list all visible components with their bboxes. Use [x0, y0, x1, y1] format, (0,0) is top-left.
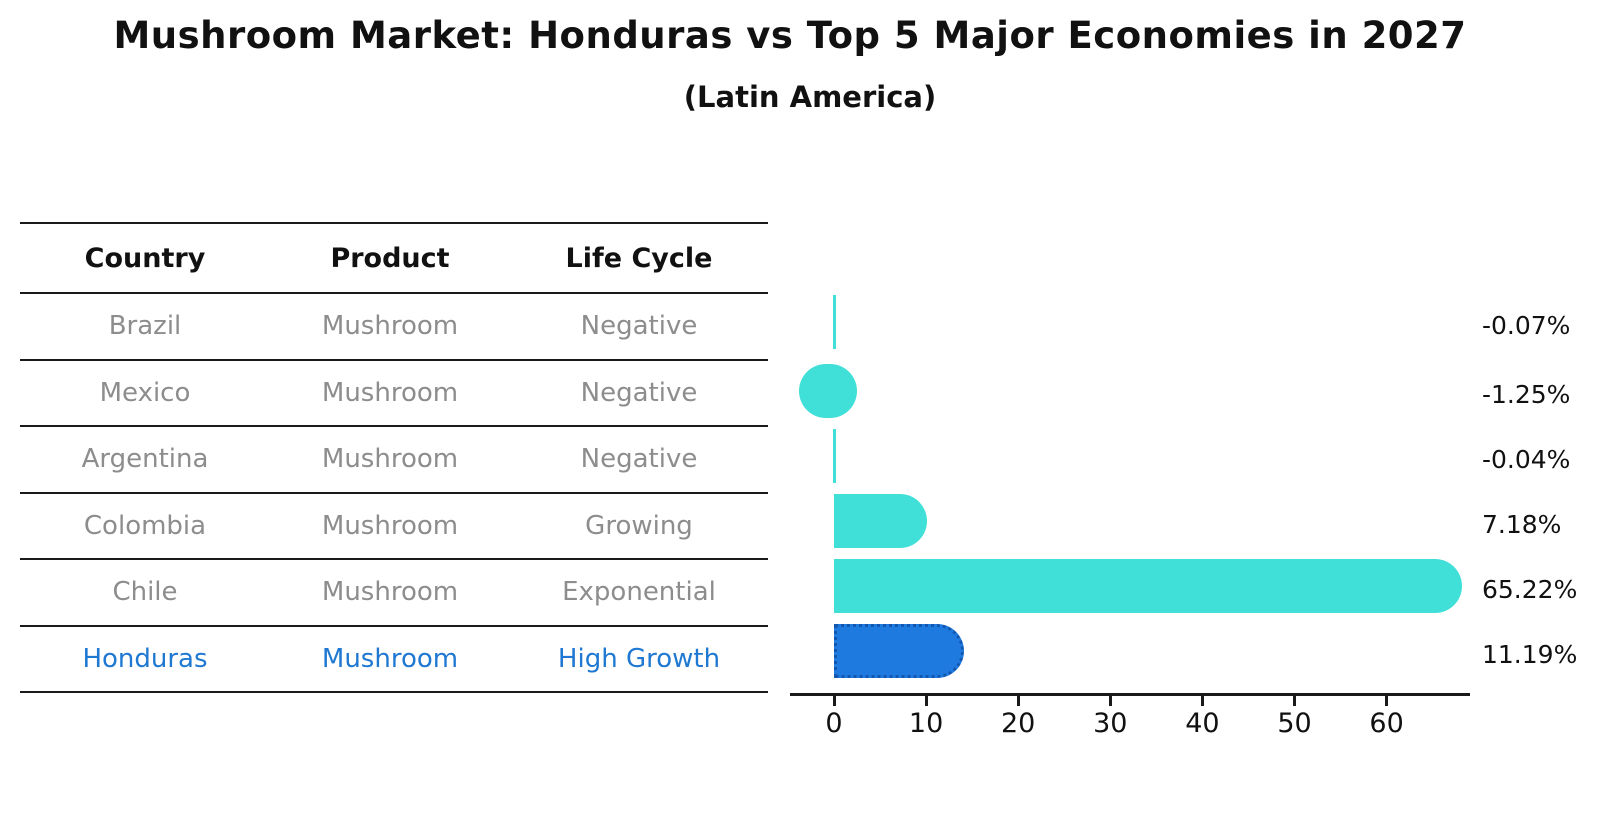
- value-label-mexico: -1.25%: [1482, 380, 1571, 409]
- country-table: Country Product Life Cycle Brazil Mushroo…: [20, 222, 768, 693]
- value-label-brazil: -0.07%: [1482, 311, 1571, 340]
- cell-product: Mushroom: [321, 311, 459, 342]
- column-header-country: Country: [84, 242, 206, 274]
- x-axis-tick-label: 40: [1185, 708, 1220, 739]
- table-row-honduras: Honduras Mushroom High Growth: [20, 624, 768, 692]
- cell-country: Colombia: [83, 510, 207, 541]
- column-header-product: Product: [330, 242, 450, 274]
- table-body: Brazil Mushroom Negative Mexico Mushroom Nega…: [20, 292, 768, 691]
- x-axis-tick-label: 0: [825, 708, 843, 739]
- cell-product: Mushroom: [321, 444, 459, 475]
- value-label-colombia: 7.18%: [1482, 510, 1562, 539]
- cell-lifecycle: Growing: [585, 510, 693, 541]
- x-axis-tick: [1293, 695, 1296, 706]
- bar-brazil: [832, 295, 836, 349]
- cell-country: Chile: [112, 577, 178, 608]
- x-axis-tick: [1108, 695, 1112, 706]
- x-axis-tick: [1016, 695, 1020, 706]
- cell-product: Mushroom: [321, 510, 459, 541]
- table-row-chile: Chile Mushroom Exponential: [20, 558, 768, 625]
- cell-lifecycle: Negative: [580, 377, 698, 408]
- cell-lifecycle: High Growth: [557, 643, 721, 674]
- cell-lifecycle: Negative: [580, 311, 698, 342]
- table-row-colombia: Colombia Mushroom Growing: [20, 491, 768, 559]
- cell-product: Mushroom: [321, 643, 459, 674]
- bar-honduras: [834, 624, 965, 678]
- cell-lifecycle: Negative: [580, 444, 698, 475]
- x-axis-tick: [1200, 695, 1204, 706]
- table-header-row: Country Product Life Cycle: [20, 224, 768, 292]
- page-subtitle: (Latin America): [683, 80, 937, 114]
- value-label-chile: 65.22%: [1482, 575, 1578, 604]
- cell-country: Honduras: [82, 643, 208, 674]
- x-axis-line: [790, 693, 1470, 696]
- table-row-argentina: Argentina Mushroom Negative: [20, 425, 768, 492]
- x-axis-tick-label: 30: [1093, 708, 1128, 739]
- cell-lifecycle: Exponential: [562, 577, 716, 608]
- x-axis-tick-label: 10: [908, 708, 944, 739]
- x-axis-tick: [924, 695, 928, 706]
- cell-country: Argentina: [81, 444, 209, 475]
- cell-product: Mushroom: [321, 577, 459, 608]
- cell-product: Mushroom: [321, 377, 459, 408]
- page-title: Mushroom Market: Honduras vs Top 5 Major…: [113, 14, 1467, 57]
- x-axis-tick-label: 60: [1369, 708, 1404, 739]
- x-axis-tick: [1385, 695, 1389, 706]
- value-label-honduras: 11.19%: [1482, 640, 1578, 669]
- bar-chile: [834, 559, 1462, 613]
- cell-country: Mexico: [99, 377, 191, 408]
- bar-argentina: [832, 429, 836, 483]
- column-header-lifecycle: Life Cycle: [565, 242, 713, 274]
- x-axis-tick-label: 50: [1277, 708, 1312, 739]
- table-row-brazil: Brazil Mushroom Negative: [20, 292, 768, 359]
- value-label-argentina: -0.04%: [1482, 445, 1571, 474]
- cell-country: Brazil: [108, 311, 182, 342]
- x-axis-tick-label: 20: [1001, 708, 1036, 739]
- bar-colombia: [834, 494, 928, 548]
- x-axis-tick: [832, 695, 836, 706]
- table-row-mexico: Mexico Mushroom Negative: [20, 358, 768, 426]
- bar-mexico: [799, 364, 857, 418]
